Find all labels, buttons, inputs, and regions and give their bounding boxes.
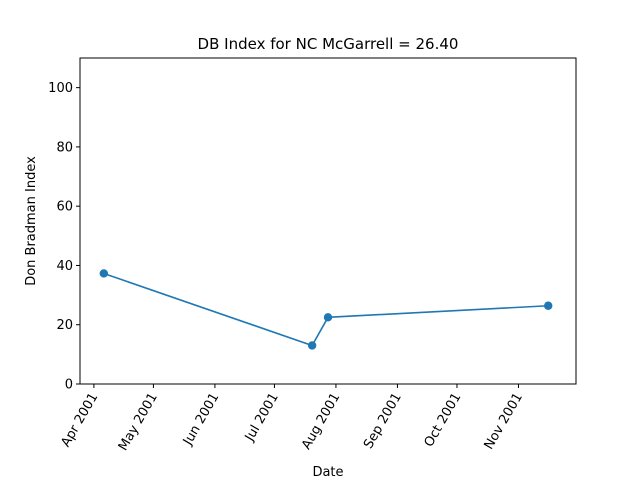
x-axis-label: Date bbox=[312, 465, 343, 480]
data-point bbox=[307, 341, 317, 350]
y-tick-label: 40 bbox=[56, 259, 73, 274]
series-group bbox=[99, 269, 553, 350]
x-tick-label: Jul 2001 bbox=[242, 391, 282, 445]
data-point bbox=[99, 269, 109, 278]
y-axis-label: Don Bradman Index bbox=[24, 156, 39, 286]
y-tick-label: 80 bbox=[56, 140, 73, 155]
y-tick-label: 100 bbox=[48, 81, 73, 96]
x-tick-label: Nov 2001 bbox=[482, 391, 526, 453]
x-tick-label: Jun 2001 bbox=[180, 391, 222, 449]
plot-frame bbox=[79, 57, 577, 385]
x-tick-label: Sep 2001 bbox=[361, 391, 405, 452]
data-point bbox=[323, 313, 333, 322]
x-tick-label: May 2001 bbox=[116, 391, 161, 454]
x-tick-label: Aug 2001 bbox=[299, 391, 343, 453]
plot-area bbox=[80, 58, 576, 384]
x-axis-ticks: Apr 2001 May 2001 Jun 2001 Jul 2001 Aug 2001… bbox=[59, 384, 526, 454]
data-point bbox=[544, 301, 553, 310]
y-axis-ticks: 0 20 40 60 80 100 bbox=[48, 81, 80, 393]
y-tick-label: 0 bbox=[65, 378, 73, 393]
chart-title: DB Index for NC McGarrell = 26.40 bbox=[198, 35, 459, 53]
y-tick-label: 60 bbox=[56, 200, 73, 215]
y-tick-label: 20 bbox=[56, 318, 73, 333]
x-tick-label: Oct 2001 bbox=[422, 391, 465, 450]
series-line bbox=[103, 272, 549, 347]
x-tick-label: Apr 2001 bbox=[59, 391, 102, 450]
